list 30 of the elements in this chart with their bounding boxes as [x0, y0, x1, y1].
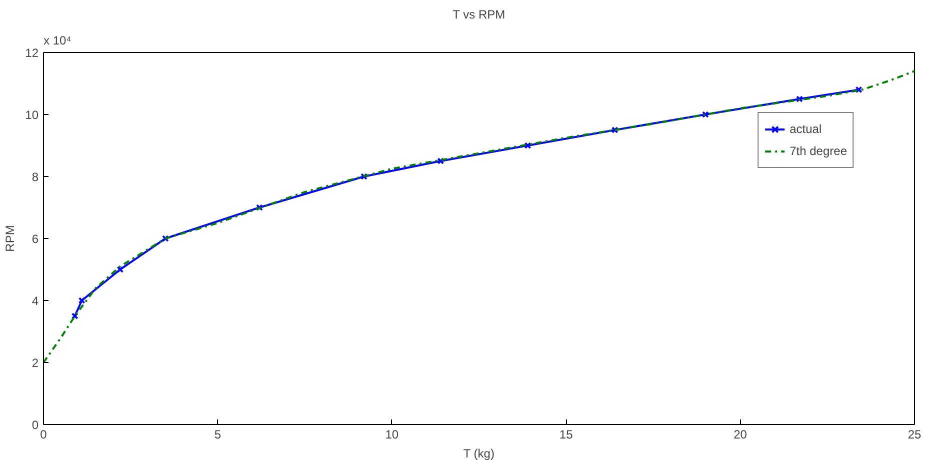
y-axis-title: RPM	[3, 225, 18, 252]
point	[437, 158, 444, 164]
point	[78, 297, 86, 304]
y-tick-label: 0	[32, 418, 39, 432]
x-tick-label: 20	[734, 428, 748, 442]
line-series	[44, 70, 914, 364]
point	[256, 204, 263, 211]
y-tick-label: 8	[32, 170, 39, 184]
point	[360, 173, 368, 180]
point	[611, 126, 618, 134]
point	[162, 235, 169, 242]
x-tick-label: 10	[385, 428, 399, 442]
legend-label: 7th degree	[790, 144, 847, 158]
y-tick-label: 12	[25, 46, 39, 60]
y-tick-label: 6	[32, 232, 39, 246]
point	[702, 111, 709, 118]
chart-title: T vs RPM	[452, 8, 506, 22]
x-tick-label: 25	[908, 428, 922, 442]
y-tick-label: 2	[32, 356, 39, 370]
y-tick-label: 4	[32, 294, 39, 308]
text: x 10⁴	[44, 34, 72, 48]
legend-label: actual	[790, 122, 822, 136]
x-axis-title: T (kg)	[463, 446, 494, 460]
y-tick-label: 10	[25, 108, 39, 122]
point	[116, 266, 124, 273]
point	[796, 96, 804, 102]
x-tick-label: 0	[40, 428, 48, 442]
x-tick-label: 5	[214, 428, 222, 442]
point	[524, 142, 532, 149]
x-tick-label: 15	[559, 428, 574, 442]
